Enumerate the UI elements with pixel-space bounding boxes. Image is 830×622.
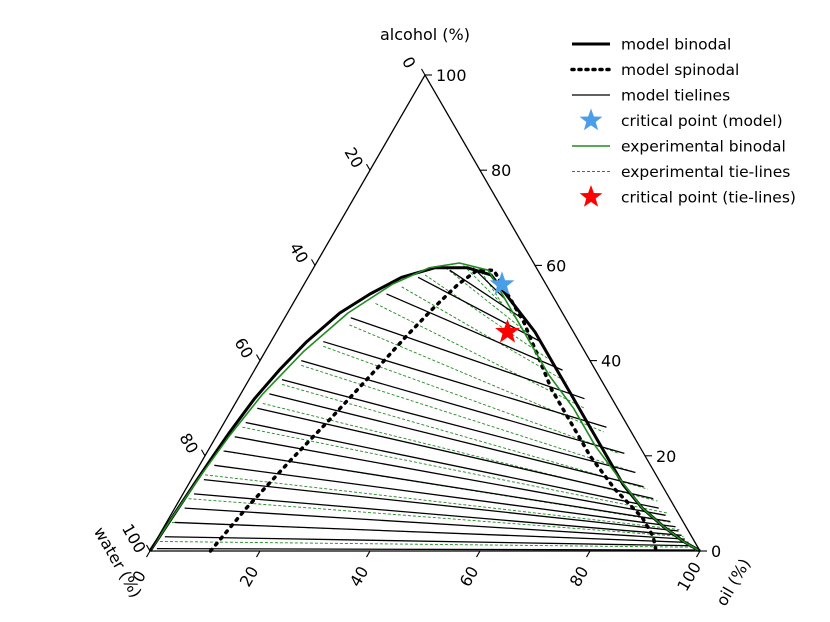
oil-tick-label: 100: [673, 559, 705, 595]
water-tick: [366, 163, 371, 171]
alcohol-tick-label: 20: [656, 447, 676, 466]
experimental-tieline: [159, 541, 694, 548]
alcohol-tick-label: 0: [711, 542, 721, 561]
alcohol-axis-label: alcohol (%): [380, 25, 470, 44]
water-tick-label: 40: [286, 239, 313, 266]
model-tieline: [417, 276, 541, 343]
triangle-frame: [148, 73, 702, 552]
oil-tick: [696, 550, 701, 558]
tieline-layer: [156, 265, 696, 551]
oil-tick-label: 60: [456, 563, 483, 590]
oil-tick: [586, 550, 591, 558]
experimental-tieline: [424, 274, 548, 359]
oil-tick: [476, 550, 481, 558]
water-tick: [256, 354, 261, 361]
legend-label-critical-point-model: critical point (model): [621, 112, 783, 130]
model-tieline: [257, 407, 654, 500]
model-tieline: [193, 493, 682, 536]
model-tieline: [269, 393, 644, 488]
water-tick: [146, 544, 151, 552]
legend-label-model-binodal: model binodal: [621, 36, 731, 54]
legend-label-model-spinodal: model spinodal: [621, 61, 739, 79]
model-tieline: [164, 536, 693, 547]
legend-label-critical-point-tie-lines: critical point (tie-lines): [621, 189, 796, 207]
water-tick: [311, 259, 316, 266]
legend: model binodal model spinodal model tieline…: [570, 36, 796, 207]
model-tieline: [184, 507, 685, 540]
model-tieline: [449, 269, 522, 319]
water-tick: [421, 68, 426, 76]
oil-tick-label: 40: [346, 563, 373, 590]
experimental-tieline: [445, 267, 533, 338]
experimental-tieline: [242, 426, 668, 514]
oil-tick: [146, 550, 151, 558]
model-tieline: [350, 317, 585, 400]
oil-tick: [256, 550, 261, 558]
model-tieline: [301, 359, 625, 455]
experimental-tieline: [375, 303, 585, 409]
oil-tick: [366, 550, 371, 558]
legend-star-critical-point-model: [579, 108, 603, 131]
model-tieline: [281, 379, 636, 474]
critical-point-tielines-star: [495, 319, 520, 343]
model-tieline: [224, 450, 671, 523]
model-tieline: [174, 521, 689, 544]
experimental-tieline: [323, 345, 620, 454]
oil-tick-label: 20: [236, 563, 263, 590]
oil-axis-label: oil (%): [712, 555, 754, 609]
experimental-tieline: [204, 474, 680, 531]
alcohol-tick-label: 40: [601, 352, 621, 371]
alcohol-tick-label: 80: [491, 161, 511, 180]
model-tieline: [234, 436, 666, 516]
alcohol-tick-label: 100: [436, 66, 467, 85]
model-tieline: [156, 547, 696, 551]
water-tick-label: 60: [231, 335, 258, 362]
experimental-tieline: [401, 286, 567, 383]
legend-star-critical-point-tie-lines: [579, 185, 603, 207]
experimental-tieline: [188, 498, 684, 538]
model-tieline: [386, 293, 563, 371]
critical-point-layer: [489, 271, 520, 343]
triangle-outline: [148, 73, 702, 552]
oil-tick-label: 80: [566, 563, 593, 590]
alcohol-tick-label: 60: [546, 256, 566, 275]
model-tieline: [214, 464, 676, 528]
experimental-tieline: [281, 383, 648, 490]
water-tick: [201, 449, 206, 457]
model-tieline: [203, 478, 679, 532]
water-tick-label: 20: [341, 144, 368, 171]
legend-label-experimental-binodal: experimental binodal: [621, 138, 786, 156]
legend-label-model-tielines: model tielines: [621, 87, 730, 105]
experimental-binodal-curve: [149, 262, 701, 552]
water-tick-label: 80: [176, 430, 203, 457]
experimental-tieline: [301, 364, 636, 473]
water-tick-label: 0: [398, 53, 420, 71]
model-tieline: [472, 267, 506, 300]
model-tieline: [323, 340, 607, 428]
legend-label-experimental-tie-lines: experimental tie-lines: [621, 163, 790, 181]
critical-point-model-star: [489, 271, 515, 295]
